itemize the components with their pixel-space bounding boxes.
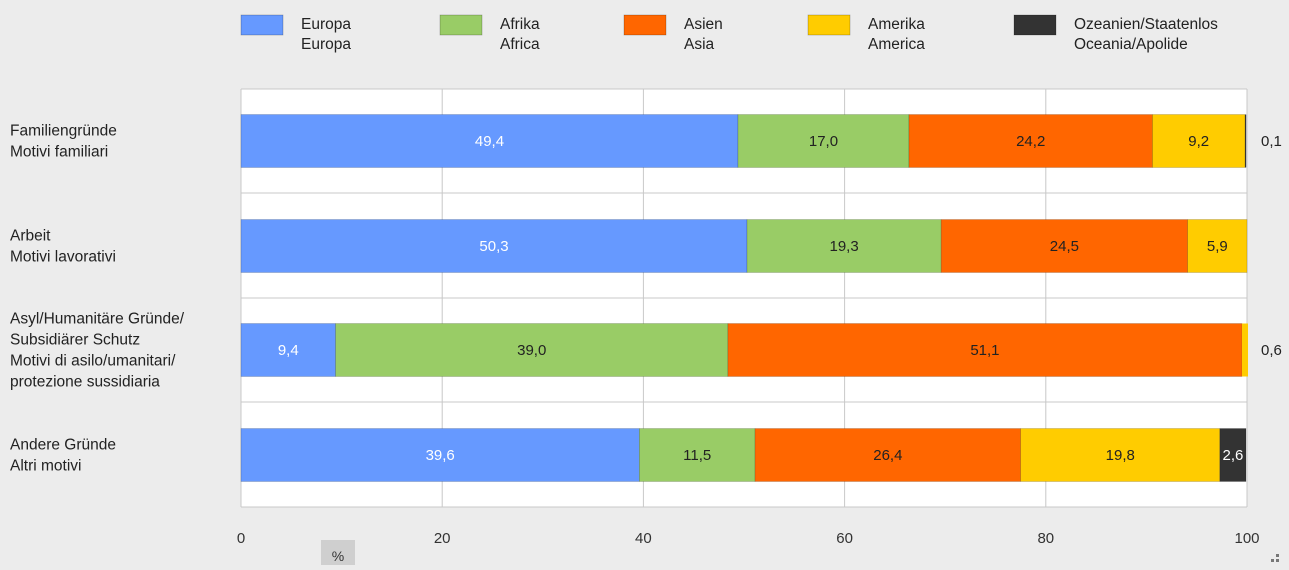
x-tick-label: 60 <box>836 530 853 547</box>
bar-segment <box>639 428 756 482</box>
legend-swatch <box>807 14 851 36</box>
legend-label: Amerika America <box>868 16 925 53</box>
x-tick-label: 100 <box>1234 530 1259 547</box>
bar-segment <box>1152 114 1246 168</box>
bar-value-label: 50,3 <box>479 238 508 255</box>
bar-value-label: 24,5 <box>1050 238 1079 255</box>
bar-segment <box>1244 114 1247 168</box>
x-tick-label: 20 <box>434 530 451 547</box>
bar-segment <box>335 323 729 377</box>
legend-item: Ozeanien/Staatenlos Oceania/Apolide <box>1013 14 1218 53</box>
category-label-line: Altri motivi <box>10 458 81 475</box>
bar-value-label: 17,0 <box>809 133 838 150</box>
bar-value-label: 24,2 <box>1016 133 1045 150</box>
bar-segment <box>1219 428 1247 482</box>
unit-label-background <box>321 540 355 565</box>
legend-label-line: Europa <box>301 36 351 53</box>
x-tick-label: 80 <box>1037 530 1054 547</box>
category-label-line: Arbeit <box>10 228 51 245</box>
legend-label-line: America <box>868 36 925 53</box>
bar-value-label: 39,6 <box>426 447 455 464</box>
category-label-line: Motivi lavorativi <box>10 249 116 266</box>
legend-label: Ozeanien/Staatenlos Oceania/Apolide <box>1074 16 1218 53</box>
bar-segment <box>1020 428 1221 482</box>
legend-label-line: Asien <box>684 16 723 33</box>
legend-swatch <box>439 14 483 36</box>
x-tick-label: 0 <box>237 530 245 547</box>
bar-value-label: 19,3 <box>829 238 858 255</box>
category-label: Familiengründe Motivi familiari <box>10 123 117 161</box>
legend-item: Asien Asia <box>623 14 723 53</box>
legend-label: Afrika Africa <box>500 16 540 53</box>
category-label-line: Motivi di asilo/umanitari/ <box>10 353 176 370</box>
category-label-line: Familiengründe <box>10 123 117 140</box>
category-label-line: Subsidiärer Schutz <box>10 332 140 349</box>
legend-swatch <box>623 14 667 36</box>
bar-value-label: 9,4 <box>278 342 299 359</box>
bar-segment <box>940 219 1188 273</box>
resize-handle-icon[interactable] <box>1271 554 1279 562</box>
bar-value-label: 39,0 <box>517 342 546 359</box>
category-label: Andere Gründe Altri motivi <box>10 437 116 475</box>
legend: Europa Europa Afrika Africa Asien Asia Amerika… <box>240 14 1218 53</box>
category-label-line: Motivi familiari <box>10 144 108 161</box>
legend-label-line: Africa <box>500 36 540 53</box>
x-axis-unit-label: % <box>332 548 344 564</box>
legend-item: Europa Europa <box>240 14 351 53</box>
category-label-line: Andere Gründe <box>10 437 116 454</box>
bar-value-label: 9,2 <box>1188 133 1209 150</box>
legend-label: Europa Europa <box>301 16 351 53</box>
legend-label-line: Europa <box>301 16 351 33</box>
legend-item: Afrika Africa <box>439 14 540 53</box>
bar-value-label: 0,6 <box>1261 342 1282 359</box>
legend-label: Asien Asia <box>684 16 723 53</box>
bar-value-label: 51,1 <box>970 342 999 359</box>
x-tick-label: 40 <box>635 530 652 547</box>
bar-value-label: 5,9 <box>1207 238 1228 255</box>
bar-segment <box>1241 323 1249 377</box>
legend-swatch <box>1013 14 1057 36</box>
category-label-line: protezione sussidiaria <box>10 374 160 391</box>
legend-label-line: Afrika <box>500 16 540 33</box>
bar-value-label: 2,6 <box>1222 447 1243 464</box>
legend-item: Amerika America <box>807 14 925 53</box>
category-label-line: Asyl/Humanitäre Gründe/ <box>10 311 185 328</box>
bar-value-label: 26,4 <box>873 447 902 464</box>
x-axis-tick-labels: 0 20 40 60 80 100 <box>237 530 1260 547</box>
legend-label-line: Amerika <box>868 16 925 33</box>
bar-segment <box>754 428 1021 482</box>
bar-segment <box>746 219 942 273</box>
bar-value-label: 19,8 <box>1106 447 1135 464</box>
legend-label-line: Oceania/Apolide <box>1074 36 1188 53</box>
category-labels: Familiengründe Motivi familiari Arbeit Moti… <box>10 123 185 475</box>
legend-swatch <box>240 14 284 36</box>
bar-segment <box>240 428 640 482</box>
bar-segment <box>240 219 748 273</box>
bar-segment <box>908 114 1153 168</box>
legend-label-line: Ozeanien/Staatenlos <box>1074 16 1218 33</box>
bar-segment <box>240 323 336 377</box>
x-axis-unit-box: % <box>321 540 355 565</box>
bar-segment <box>727 323 1243 377</box>
bar-value-label: 49,4 <box>475 133 504 150</box>
category-label: Arbeit Motivi lavorativi <box>10 228 116 266</box>
bar-value-label: 11,5 <box>683 447 711 464</box>
category-label: Asyl/Humanitäre Gründe/Subsidiärer Schut… <box>10 311 185 391</box>
bars: 49,4 17,0 24,2 9,2 0,1 50,3 19,3 24,5 5,9 9,4 39,0… <box>240 114 1282 482</box>
bar-value-label: 0,1 <box>1261 133 1282 150</box>
bar-segment <box>1187 219 1248 273</box>
bar-segment <box>737 114 910 168</box>
legend-label-line: Asia <box>684 36 715 53</box>
